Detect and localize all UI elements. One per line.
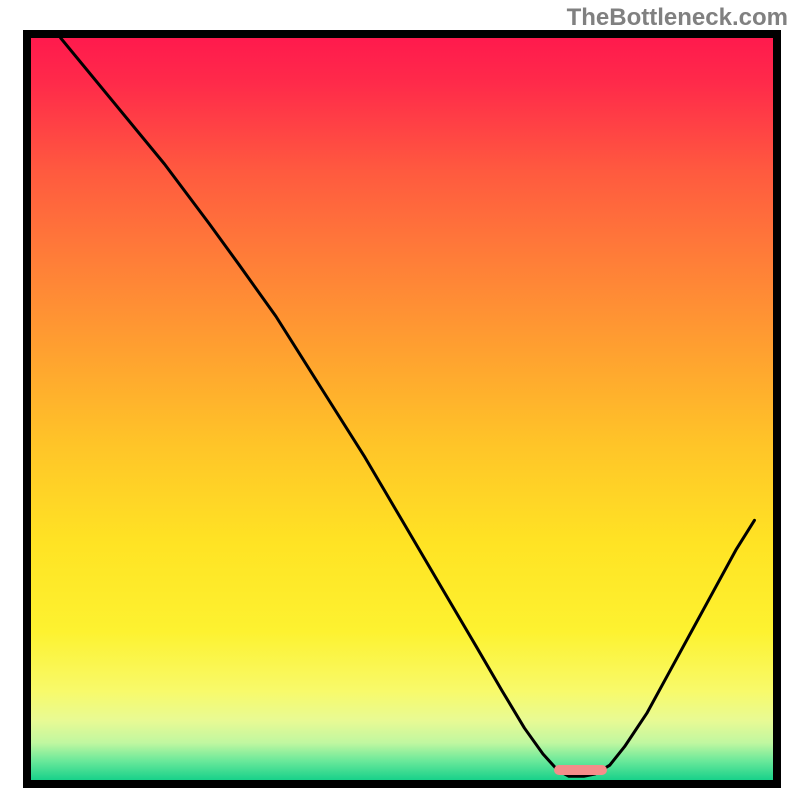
chart-frame [23,30,781,788]
optimal-range-marker [554,765,607,775]
bottleneck-curve [31,38,773,780]
curve-path [61,38,755,776]
watermark-text: TheBottleneck.com [567,4,788,32]
